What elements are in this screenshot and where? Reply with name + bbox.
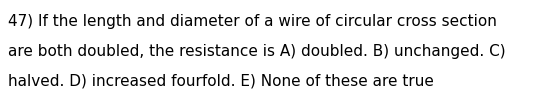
Text: are both doubled, the resistance is A) doubled. B) unchanged. C): are both doubled, the resistance is A) d… (8, 44, 506, 59)
Text: halved. D) increased fourfold. E) None of these are true: halved. D) increased fourfold. E) None o… (8, 74, 434, 89)
Text: 47) If the length and diameter of a wire of circular cross section: 47) If the length and diameter of a wire… (8, 14, 497, 29)
